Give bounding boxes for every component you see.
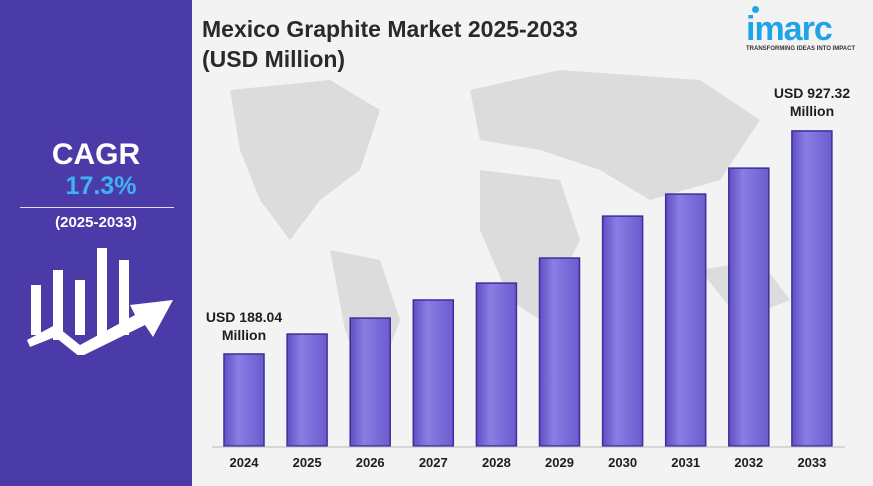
annotation-line1: USD 927.32 xyxy=(773,85,851,101)
cagr-value: 17.3% xyxy=(65,172,137,200)
title-line: Mexico Graphite Market 2025-2033 xyxy=(202,16,578,42)
cagr-label: CAGR xyxy=(51,138,141,171)
bar-2028 xyxy=(475,282,518,447)
x-tick-label: 2032 xyxy=(734,455,763,470)
x-tick-label: 2025 xyxy=(293,455,322,470)
logo-tagline: TRANSFORMING IDEAS INTO IMPACT xyxy=(746,46,856,52)
chart-title: Mexico Graphite Market 2025-2033 (USD Mi… xyxy=(202,14,578,74)
bar-2027 xyxy=(412,299,455,447)
bar-2029 xyxy=(538,257,581,447)
bar-2024 xyxy=(223,353,265,447)
x-tick-label: 2033 xyxy=(797,455,826,470)
logo-text: imarc xyxy=(746,10,833,48)
bar-2026 xyxy=(349,317,391,447)
x-tick-label: 2029 xyxy=(545,455,574,470)
annotation-line2: Million xyxy=(221,327,267,343)
sidebar: CAGR 17.3% (2025-2033) xyxy=(0,0,192,486)
divider xyxy=(20,207,174,208)
annotation-line2: Million xyxy=(789,103,835,119)
x-tick-label: 2027 xyxy=(419,455,448,470)
bar-2032 xyxy=(728,167,770,447)
annotation-line1: USD 188.04 xyxy=(205,309,283,325)
bar-2033 xyxy=(791,130,833,447)
x-tick-label: 2031 xyxy=(671,455,700,470)
x-tick-label: 2030 xyxy=(608,455,637,470)
growth-chart-icon xyxy=(27,248,173,355)
x-tick-label: 2026 xyxy=(356,455,385,470)
bar-2030 xyxy=(601,215,644,447)
subtitle-line: (USD Million) xyxy=(202,46,346,72)
annotation-2024: USD 188.04 Million xyxy=(196,308,292,344)
x-tick-label: 2024 xyxy=(230,455,260,470)
cagr-period: (2025-2033) xyxy=(55,214,137,231)
bar-2025 xyxy=(286,333,328,447)
bar-2031 xyxy=(664,193,707,447)
x-tick-label: 2028 xyxy=(482,455,511,470)
imarc-logo: imarc TRANSFORMING IDEAS INTO IMPACT xyxy=(746,6,866,52)
annotation-2033: USD 927.32 Million xyxy=(762,84,862,120)
